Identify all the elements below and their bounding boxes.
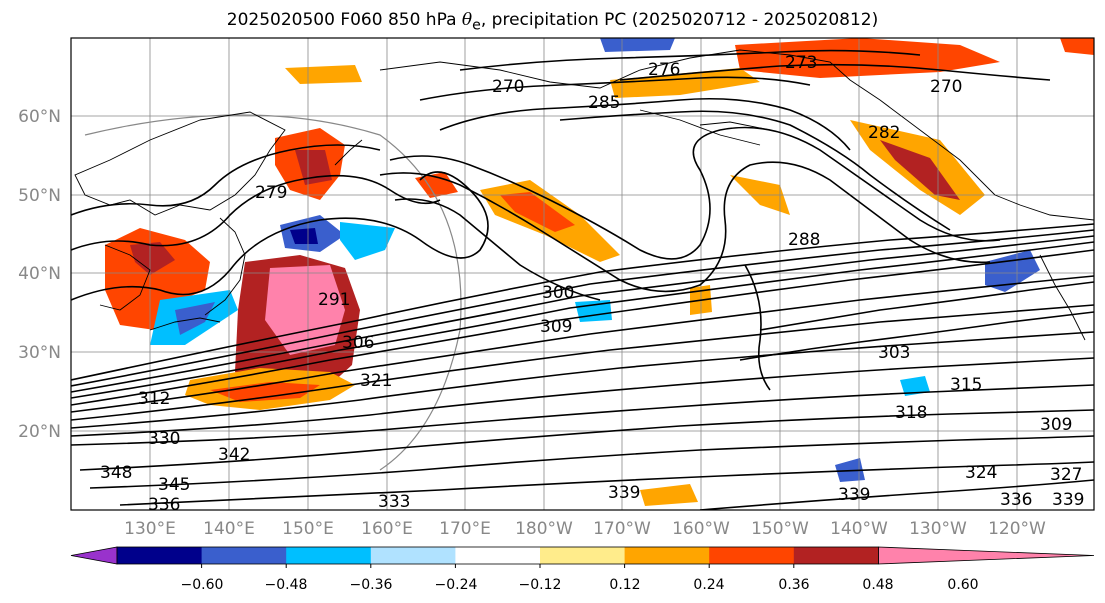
- map-frame: [70, 37, 1095, 511]
- lon-label: 160°W: [672, 519, 730, 539]
- contour-label: 318: [895, 403, 927, 423]
- lat-label: 60°N: [18, 107, 61, 127]
- contour-label: 285: [588, 93, 620, 113]
- contour-label: 336: [1000, 490, 1032, 510]
- contour-label: 339: [1052, 490, 1084, 510]
- colorbar-tick-label: 0.24: [693, 577, 724, 593]
- contour-label: 339: [838, 485, 870, 505]
- precip-blob: [265, 265, 345, 355]
- contour-label: 345: [158, 475, 190, 495]
- contour-label: 315: [950, 375, 982, 395]
- lon-label: 140°E: [203, 519, 255, 539]
- colorbar-extend-max: [878, 546, 1095, 565]
- contour-label: 303: [878, 343, 910, 363]
- precip-blob: [340, 222, 395, 260]
- gridlines: [71, 38, 1094, 510]
- colorbar-swatch: [286, 547, 372, 564]
- colorbar-swatch: [709, 547, 795, 564]
- precip-blob: [900, 376, 930, 396]
- lon-label: 150°W: [751, 519, 809, 539]
- precip-blob: [285, 65, 362, 84]
- colorbar-tick-label: −0.60: [181, 577, 224, 593]
- contour-label: 273: [785, 53, 817, 73]
- precip-blob: [415, 172, 458, 198]
- lon-label: 170°E: [439, 519, 491, 539]
- lon-label: 180°W: [515, 519, 573, 539]
- latitude-labels: 60°N 50°N 40°N 30°N 20°N: [18, 107, 61, 442]
- contour-label: 327: [1050, 465, 1082, 485]
- precip-blob: [1060, 38, 1094, 55]
- precip-blob: [210, 382, 320, 402]
- colorbar: [70, 546, 1095, 568]
- lon-label: 130°W: [909, 519, 967, 539]
- contour-label: 321: [360, 371, 392, 391]
- precip-blob: [105, 228, 210, 330]
- contour-label: 291: [318, 290, 350, 310]
- colorbar-tick-label: 0.48: [862, 577, 893, 593]
- colorbar-frame: [116, 546, 879, 565]
- theta-e-contours: [71, 49, 1094, 510]
- lon-label: 140°W: [830, 519, 888, 539]
- contour-label: 339: [608, 483, 640, 503]
- lon-label: 160°E: [361, 519, 413, 539]
- colorbar-tick-labels: −0.60 −0.48 −0.36 −0.24 −0.12 0.12 0.24 …: [181, 577, 979, 593]
- contour-label: 342: [218, 445, 250, 465]
- colorbar-tick-label: −0.36: [350, 577, 393, 593]
- lat-label: 30°N: [18, 343, 61, 363]
- colorbar-swatch: [540, 547, 626, 564]
- precip-blob: [985, 250, 1040, 292]
- colorbar-swatch: [201, 547, 287, 564]
- contour-label: 270: [930, 77, 962, 97]
- colorbar-tick-label: 0.36: [778, 577, 809, 593]
- precip-blob: [640, 484, 698, 506]
- lon-label: 120°W: [988, 519, 1046, 539]
- lon-label: 150°E: [282, 519, 334, 539]
- precip-shading: [105, 38, 1094, 506]
- precip-blob: [735, 38, 1000, 78]
- lat-label: 20°N: [18, 422, 61, 442]
- colorbar-tick-label: −0.48: [265, 577, 308, 593]
- precip-blob: [290, 228, 318, 244]
- colorbar-extend-min: [70, 546, 118, 565]
- contour-label: 330: [148, 429, 180, 449]
- contour-label: 300: [542, 283, 574, 303]
- precip-blob: [880, 140, 960, 200]
- lat-label: 50°N: [18, 186, 61, 206]
- longitude-labels: 130°E 140°E 150°E 160°E 170°E 180°W 170°…: [124, 519, 1046, 539]
- contour-label: 333: [378, 492, 410, 512]
- precip-blob: [130, 242, 175, 275]
- contour-label: 279: [255, 183, 287, 203]
- contour-labels: 276 273 270 285 270 279 282 288 291 300 …: [100, 53, 1084, 515]
- lon-label: 170°W: [593, 519, 651, 539]
- contour-label: 282: [868, 123, 900, 143]
- colorbar-swatch: [624, 547, 710, 564]
- contour-label: 276: [648, 60, 680, 80]
- contour-label: 309: [1040, 415, 1072, 435]
- precip-blob: [500, 192, 575, 232]
- colorbar-tick-label: 0.12: [609, 577, 640, 593]
- precip-blob: [600, 38, 675, 52]
- colorbar-swatch: [370, 547, 456, 564]
- contour-label: 306: [342, 333, 374, 353]
- lon-label: 130°E: [124, 519, 176, 539]
- colorbar-tick-label: 0.60: [947, 577, 978, 593]
- contour-label: 312: [138, 389, 170, 409]
- colorbar-swatch: [455, 547, 541, 564]
- contour-label: 348: [100, 463, 132, 483]
- contour-label: 288: [788, 230, 820, 250]
- colorbar-swatch: [793, 547, 879, 564]
- colorbar-tick-label: −0.24: [435, 577, 478, 593]
- contour-label: 324: [965, 463, 997, 483]
- colorbar-swatch: [117, 547, 203, 564]
- contour-label: 336: [148, 495, 180, 515]
- precip-blob: [610, 68, 760, 98]
- chart-title: 2025020500 F060 850 hPa θe, precipitatio…: [226, 10, 879, 34]
- lat-label: 40°N: [18, 264, 61, 284]
- contour-label: 309: [540, 317, 572, 337]
- contour-label: 270: [492, 77, 524, 97]
- colorbar-tick-label: −0.12: [519, 577, 562, 593]
